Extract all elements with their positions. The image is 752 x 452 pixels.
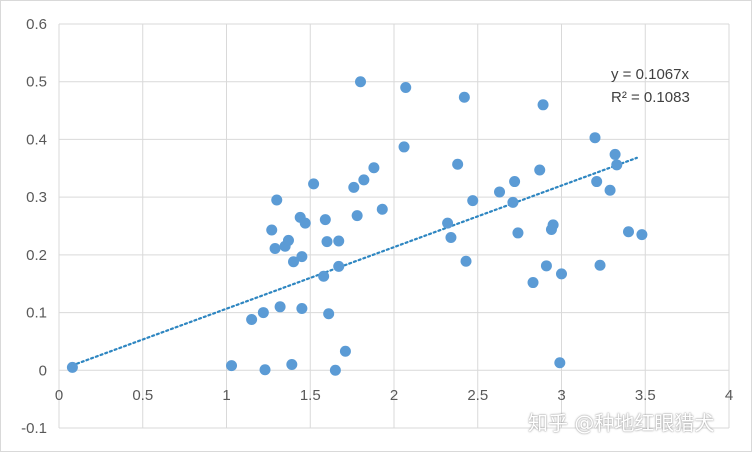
data-point (547, 219, 559, 231)
data-points (66, 76, 648, 376)
y-tick-label: -0.1 (21, 420, 47, 437)
data-point (609, 148, 621, 160)
data-point (323, 308, 335, 320)
data-point (445, 232, 457, 244)
data-point (333, 235, 345, 247)
trendline (71, 156, 638, 367)
data-point (286, 359, 298, 371)
data-point (589, 132, 601, 144)
data-point (507, 196, 519, 208)
data-point (594, 259, 606, 271)
data-point (282, 234, 294, 246)
data-point (556, 268, 567, 280)
data-point (348, 181, 360, 193)
data-point (288, 256, 299, 268)
x-tick-label: 2 (390, 387, 398, 404)
data-point (400, 81, 412, 93)
data-point (333, 260, 345, 272)
data-point (329, 364, 341, 376)
data-point (266, 224, 278, 236)
data-point (376, 203, 388, 215)
data-point (296, 303, 308, 315)
data-point (591, 176, 603, 188)
data-point (355, 76, 366, 88)
x-tick-label: 3.5 (635, 387, 656, 404)
trendline-path (71, 156, 638, 367)
data-point (296, 251, 308, 263)
y-tick-label: 0 (39, 362, 47, 379)
data-point (494, 186, 506, 198)
x-tick-label: 4 (725, 387, 733, 404)
data-point (257, 307, 269, 319)
data-point (540, 260, 552, 272)
x-tick-label: 1 (222, 387, 230, 404)
data-point (271, 194, 283, 206)
data-point (246, 313, 258, 325)
data-point (274, 301, 286, 313)
data-point (512, 227, 524, 239)
data-point (318, 270, 330, 282)
data-point (527, 277, 539, 289)
data-point (442, 217, 454, 229)
data-point (398, 141, 410, 153)
data-point (269, 243, 281, 255)
data-point (66, 361, 78, 373)
y-tick-label: 0.4 (26, 131, 47, 148)
data-point (458, 91, 470, 103)
y-tick-label: 0.5 (26, 74, 47, 91)
y-tick-label: 0.2 (26, 247, 47, 264)
x-tick-labels: 0 0.5 1 1.5 2 2.5 3 3.5 4 (55, 387, 733, 404)
data-point (299, 217, 311, 229)
data-point (339, 345, 351, 357)
data-point (321, 236, 333, 248)
x-tick-label: 2.5 (467, 387, 488, 404)
data-point (509, 176, 521, 188)
x-tick-label: 0.5 (132, 387, 153, 404)
data-point (351, 210, 363, 222)
data-point (636, 229, 648, 241)
data-point (358, 174, 370, 186)
data-point (308, 178, 320, 190)
data-point (554, 357, 566, 369)
y-tick-labels: 0.6 0.5 0.4 0.3 0.2 0.1 0 -0.1 (21, 16, 47, 437)
y-tick-label: 0.3 (26, 189, 47, 206)
x-tick-label: 0 (55, 387, 63, 404)
data-point (259, 364, 271, 376)
data-point (368, 162, 380, 174)
gridlines (58, 23, 730, 429)
y-tick-label: 0.1 (26, 305, 47, 322)
data-point (452, 158, 464, 170)
data-point (534, 164, 546, 176)
trendline-equation: y = 0.1067x (611, 66, 689, 83)
watermark: 知乎 @种地红眼猎犬 (528, 411, 715, 435)
data-point (460, 255, 472, 267)
data-point (604, 184, 616, 196)
data-point (226, 360, 238, 372)
r-squared-label: R² = 0.1083 (611, 89, 690, 106)
data-point (467, 195, 479, 207)
x-tick-label: 1.5 (300, 387, 321, 404)
x-tick-label: 3 (557, 387, 565, 404)
data-point (319, 214, 331, 226)
data-point (623, 226, 634, 238)
data-point (611, 159, 623, 171)
y-tick-label: 0.6 (26, 16, 47, 33)
data-point (537, 99, 549, 111)
